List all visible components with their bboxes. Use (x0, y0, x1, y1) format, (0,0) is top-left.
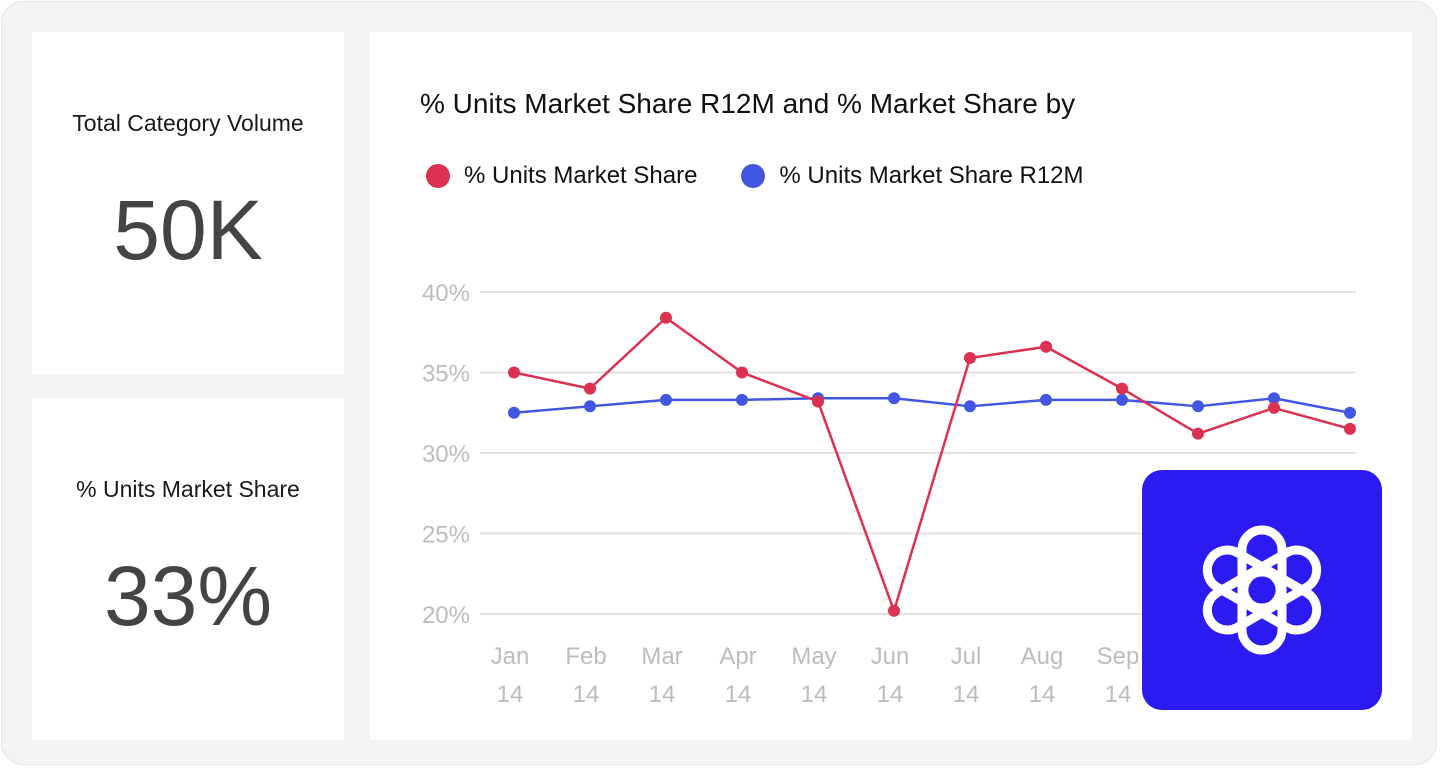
y-tick-label: 35% (422, 361, 470, 388)
legend-item-units-share-r12m[interactable]: % Units Market Share R12M (741, 162, 1084, 190)
kpi-label: Total Category Volume (72, 110, 304, 136)
data-point (888, 604, 900, 617)
data-point (964, 352, 976, 365)
chart-legend: % Units Market Share % Units Market Shar… (426, 162, 1128, 190)
legend-label: % Units Market Share R12M (779, 162, 1084, 189)
x-tick-label: 14 (953, 681, 980, 708)
x-tick-label: 14 (573, 681, 600, 708)
kpi-card-total-volume: Total Category Volume 50K (32, 32, 344, 374)
x-tick-label: Jul (951, 643, 982, 670)
x-tick-label: 14 (725, 681, 752, 708)
data-point (660, 393, 672, 406)
x-tick-label: 14 (801, 681, 828, 708)
legend-item-units-share[interactable]: % Units Market Share (426, 162, 697, 190)
series-line (513, 397, 1351, 414)
x-tick-label: Apr (719, 643, 756, 670)
y-tick-label: 30% (422, 441, 470, 468)
line-chart: 40% 35% 30% 25% 20% Jan 14 Feb 14 Mar 14 Apr 14 May 14… (422, 280, 1356, 708)
data-point (1040, 340, 1052, 353)
data-point (812, 395, 824, 408)
x-tick-label: 14 (1105, 681, 1132, 708)
data-point (584, 382, 596, 395)
chart-title: % Units Market Share R12M and % Market S… (420, 88, 1076, 119)
kpi-value: 33% (103, 549, 273, 643)
x-tick-label: May (791, 643, 836, 670)
logo-tile (1142, 470, 1382, 710)
kpi-card-market-share: % Units Market Share 33% (32, 398, 344, 740)
data-point (888, 392, 900, 405)
x-tick-label: Mar (641, 643, 682, 670)
data-point (736, 366, 748, 379)
kpi-label: % Units Market Share (76, 476, 300, 502)
data-point (1344, 406, 1356, 419)
data-point (508, 366, 520, 379)
data-point (660, 311, 672, 324)
data-point (1192, 400, 1204, 413)
data-point (964, 400, 976, 413)
legend-dot-red-icon (426, 164, 450, 188)
x-tick-label: Aug (1021, 643, 1064, 670)
data-point (1268, 392, 1280, 405)
data-point (1344, 422, 1356, 435)
data-point (736, 393, 748, 406)
x-tick-label: Jan (491, 643, 530, 670)
data-point (1040, 393, 1052, 406)
openai-logo-icon (1202, 525, 1322, 655)
x-tick-label: Feb (565, 643, 606, 670)
x-tick-label: 14 (649, 681, 676, 708)
data-point (584, 400, 596, 413)
kpi-value: 50K (113, 183, 263, 277)
y-tick-label: 25% (422, 522, 470, 549)
y-tick-label: 40% (422, 280, 470, 307)
x-tick-label: 14 (1029, 681, 1056, 708)
x-tick-label: 14 (877, 681, 904, 708)
series-line (513, 316, 1351, 613)
legend-label: % Units Market Share (464, 162, 698, 189)
data-point (1192, 427, 1204, 440)
x-tick-label: 14 (497, 681, 524, 708)
chart-card: % Units Market Share R12M and % Market S… (370, 32, 1412, 740)
data-point (1116, 382, 1128, 395)
legend-dot-blue-icon (741, 164, 766, 188)
x-tick-label: Jun (871, 643, 910, 670)
data-point (1268, 401, 1280, 414)
data-point (1116, 393, 1128, 406)
y-tick-label: 20% (422, 602, 470, 629)
x-tick-label: Sep (1097, 643, 1140, 670)
data-point (508, 406, 520, 419)
